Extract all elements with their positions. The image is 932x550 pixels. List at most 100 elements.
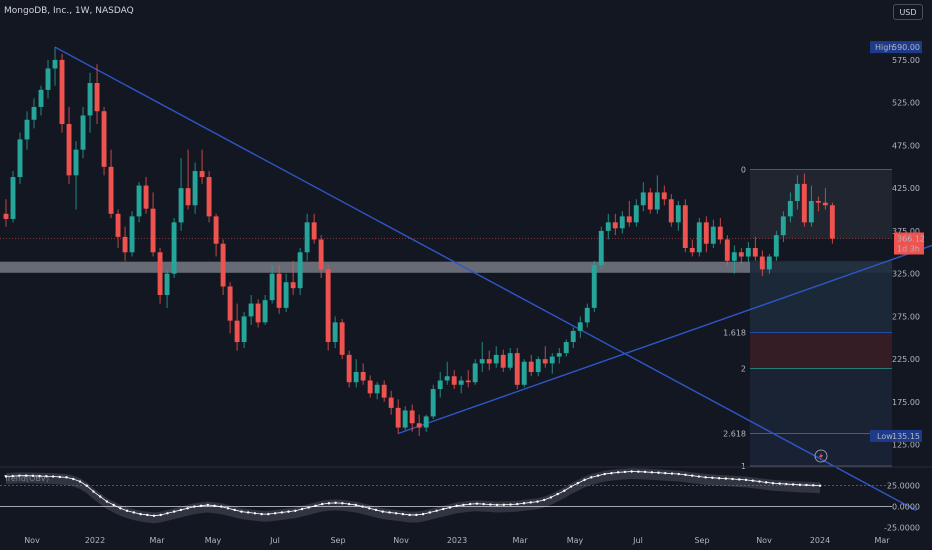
candle-body: [262, 300, 268, 323]
candle-body: [3, 213, 9, 219]
obv-point: [78, 480, 82, 483]
obv-point: [18, 474, 21, 477]
obv-point: [805, 483, 808, 487]
candle-body: [318, 239, 324, 270]
obv-point: [495, 503, 499, 507]
candle-body: [360, 371, 366, 381]
bolt-icon-glyph: [819, 452, 823, 460]
trendline-up: [397, 244, 932, 435]
obv-point: [711, 476, 714, 479]
obv-point: [98, 495, 102, 498]
chart-title: MongoDB, Inc., 1W, NASDAQ: [4, 6, 134, 16]
obv-point: [51, 475, 55, 478]
obv-point: [677, 472, 680, 476]
current-price-countdown: 1d 3h: [897, 244, 920, 253]
candle-body: [339, 322, 345, 355]
candle-body: [24, 119, 30, 140]
candle-body: [598, 230, 604, 266]
obv-point: [502, 503, 506, 506]
candle-body: [591, 265, 597, 308]
time-axis-tick: 2022: [85, 536, 105, 545]
obv-point: [771, 482, 775, 485]
support-zone: [0, 261, 892, 273]
candle-body: [808, 200, 814, 223]
obv-point: [253, 512, 257, 515]
candle-body: [178, 188, 184, 223]
obv-point: [347, 502, 351, 506]
candle-body: [66, 124, 72, 176]
time-axis-tick: May: [205, 536, 222, 545]
candle-body: [801, 183, 807, 223]
time-axis-tick: Nov: [24, 536, 40, 545]
obv-point: [24, 474, 28, 477]
candle-body: [661, 192, 667, 200]
time-axis-tick: Jul: [632, 536, 643, 545]
candle-body: [528, 361, 534, 372]
obv-point: [731, 477, 734, 481]
price-axis-tick: 225.00: [892, 355, 920, 364]
obv-point: [724, 477, 728, 480]
obv-point: [818, 484, 822, 487]
obv-point: [139, 512, 142, 516]
obv-point: [166, 512, 169, 515]
obv-point: [408, 513, 411, 517]
candle-body: [129, 216, 135, 253]
candle-body: [654, 192, 660, 210]
candle-body: [500, 354, 506, 368]
candle-body: [612, 222, 618, 229]
candle-body: [549, 356, 555, 364]
candle-body: [17, 139, 23, 178]
high-value: 590.00: [892, 43, 920, 52]
candle-body: [731, 252, 737, 261]
candle-body: [766, 256, 772, 270]
candle-body: [108, 166, 114, 214]
candle-body: [80, 115, 86, 150]
obv-point: [199, 504, 203, 507]
candle-body: [458, 380, 464, 385]
time-axis-tick: Mar: [512, 536, 528, 545]
candle-body: [465, 380, 471, 383]
obv-point: [812, 484, 815, 487]
candle-body: [136, 185, 142, 217]
obv-point: [226, 507, 230, 510]
currency-button[interactable]: USD: [893, 4, 923, 20]
obv-point: [327, 502, 331, 505]
candle-body: [535, 359, 541, 372]
obv-point: [684, 473, 687, 477]
obv-point: [482, 502, 485, 506]
obv-point: [536, 500, 539, 503]
obv-point: [563, 489, 566, 492]
candle-body: [640, 192, 646, 206]
obv-point: [374, 508, 378, 512]
obv-point: [421, 512, 425, 516]
candle-body: [563, 342, 569, 354]
price-axis-tick: 475.00: [892, 141, 920, 150]
candle-body: [430, 389, 436, 417]
time-axis-tick: Sep: [694, 536, 709, 545]
price-axis-tick: 425.00: [892, 184, 920, 193]
obv-point: [45, 475, 48, 478]
fib-zone-0: [750, 169, 892, 239]
low-badge: [870, 429, 922, 442]
obv-point: [717, 476, 721, 480]
high-badge: [870, 41, 922, 54]
candle-body: [493, 354, 499, 364]
obv-point: [260, 512, 263, 516]
candle-body: [437, 380, 443, 390]
candle-body: [738, 252, 744, 257]
obv-point: [785, 482, 788, 486]
candle-body: [227, 286, 233, 321]
indicator-axis-tick: 0.0000: [892, 503, 920, 512]
price-axis-tick: 375.00: [892, 227, 920, 236]
candle-body: [787, 200, 793, 217]
candle-body: [696, 222, 702, 253]
obv-point: [294, 509, 297, 512]
candle-body: [514, 353, 520, 385]
obv-point: [273, 512, 277, 515]
obv-point: [132, 511, 136, 514]
candle-body: [164, 273, 170, 296]
obv-point: [186, 507, 189, 510]
obv-point: [381, 510, 384, 513]
obv-point: [193, 505, 196, 508]
